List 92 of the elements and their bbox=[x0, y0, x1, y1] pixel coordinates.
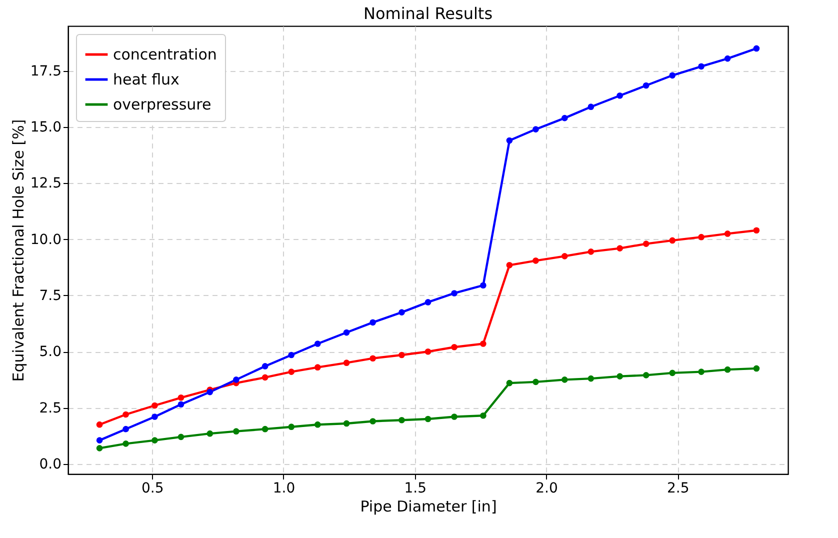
point bbox=[724, 55, 731, 62]
point bbox=[398, 416, 405, 424]
point bbox=[314, 421, 321, 428]
point bbox=[178, 434, 184, 440]
point bbox=[122, 440, 129, 447]
point bbox=[370, 355, 376, 362]
point bbox=[233, 376, 240, 383]
point bbox=[343, 329, 350, 336]
x-tick-label: 0.5 bbox=[141, 480, 164, 496]
point bbox=[561, 253, 568, 260]
y-tick-label: 2.5 bbox=[39, 400, 62, 416]
point bbox=[314, 364, 321, 370]
point bbox=[480, 282, 486, 289]
point bbox=[480, 340, 486, 347]
point bbox=[642, 372, 650, 378]
point bbox=[178, 401, 184, 408]
point bbox=[451, 290, 458, 296]
y-tick-label: 15.0 bbox=[30, 120, 62, 136]
point bbox=[424, 299, 432, 306]
point bbox=[343, 420, 350, 427]
point bbox=[642, 82, 650, 89]
point bbox=[288, 424, 295, 430]
point bbox=[152, 414, 158, 420]
point bbox=[753, 227, 760, 234]
y-tick-label: 0.0 bbox=[39, 456, 62, 472]
point bbox=[724, 366, 731, 373]
legend-label: concentration bbox=[113, 46, 217, 64]
point bbox=[424, 348, 432, 355]
point bbox=[616, 245, 623, 252]
point bbox=[206, 388, 214, 396]
point bbox=[122, 426, 129, 432]
point bbox=[669, 72, 676, 79]
point bbox=[262, 363, 268, 370]
point bbox=[532, 258, 539, 264]
point bbox=[616, 373, 623, 380]
legend-label: heat flux bbox=[113, 70, 180, 88]
point bbox=[724, 230, 731, 237]
point bbox=[451, 414, 458, 420]
point bbox=[178, 394, 184, 401]
point bbox=[288, 352, 295, 358]
legend-label: overpressure bbox=[113, 96, 212, 114]
point bbox=[588, 248, 594, 255]
point bbox=[698, 234, 704, 240]
point bbox=[96, 445, 103, 452]
point bbox=[424, 416, 432, 422]
point bbox=[669, 370, 676, 376]
point bbox=[506, 262, 513, 268]
point bbox=[451, 344, 458, 350]
point bbox=[616, 92, 623, 99]
point bbox=[753, 45, 760, 52]
point bbox=[532, 378, 539, 386]
x-tick-label: 1.5 bbox=[404, 480, 426, 496]
point bbox=[506, 380, 513, 386]
point bbox=[343, 360, 350, 366]
point bbox=[96, 421, 103, 428]
point bbox=[561, 376, 568, 383]
point bbox=[314, 340, 321, 347]
point bbox=[370, 319, 376, 326]
point bbox=[506, 137, 513, 144]
y-tick-label: 5.0 bbox=[39, 344, 62, 360]
point bbox=[561, 114, 568, 122]
point bbox=[233, 428, 240, 434]
x-tick-label: 2.5 bbox=[667, 480, 690, 496]
point bbox=[698, 63, 704, 70]
point bbox=[370, 418, 376, 424]
point bbox=[669, 237, 676, 244]
x-tick-label: 2.0 bbox=[536, 480, 558, 496]
x-tick-label: 1.0 bbox=[272, 480, 296, 496]
point bbox=[642, 240, 650, 247]
point bbox=[288, 368, 295, 375]
point bbox=[532, 126, 539, 132]
point bbox=[398, 309, 405, 316]
x-axis-title: Pipe Diameter [in] bbox=[360, 498, 497, 516]
point bbox=[96, 437, 103, 444]
point bbox=[588, 375, 594, 382]
point bbox=[480, 412, 486, 419]
point bbox=[753, 365, 760, 372]
point bbox=[262, 426, 268, 432]
point bbox=[122, 411, 129, 418]
y-tick-label: 17.5 bbox=[30, 63, 62, 80]
y-axis-title: Equivalent Fractional Hole Size [%] bbox=[9, 119, 28, 382]
y-tick-label: 12.5 bbox=[30, 176, 62, 192]
point bbox=[206, 430, 214, 437]
point bbox=[152, 402, 158, 409]
point bbox=[698, 368, 704, 375]
y-tick-label: 10.0 bbox=[30, 232, 62, 248]
point bbox=[398, 352, 405, 358]
point bbox=[262, 374, 268, 381]
chart-title: Nominal Results bbox=[363, 4, 493, 23]
point bbox=[152, 437, 158, 444]
y-tick-label: 7.5 bbox=[39, 288, 62, 304]
point bbox=[588, 104, 594, 110]
